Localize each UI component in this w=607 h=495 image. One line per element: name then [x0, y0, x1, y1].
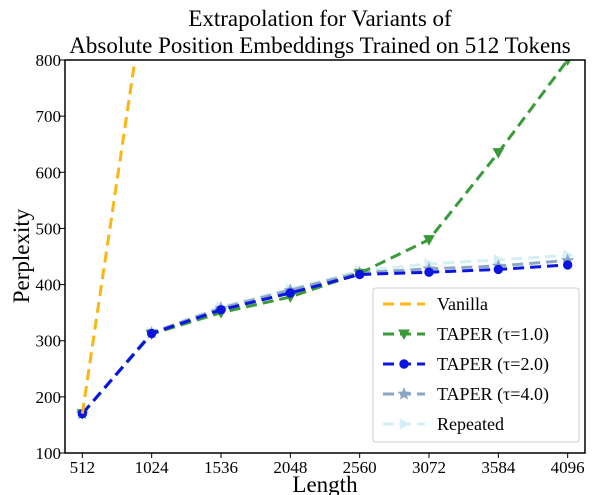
legend-label: Vanilla [437, 294, 488, 314]
series-1 [80, 60, 137, 414]
chart-title-line-2: Absolute Position Embeddings Trained on … [69, 33, 570, 58]
legend-marker [399, 418, 411, 430]
x-tick-label: 1024 [135, 458, 170, 477]
axis-ticks: 512 1024 1536 2048 2560 3072 3584 4096 100 200 300… [36, 51, 585, 477]
series-line [81, 253, 568, 415]
legend-item: Vanilla [383, 294, 488, 314]
plot-frame [64, 59, 586, 454]
legend-box [372, 287, 580, 443]
data-point [423, 235, 435, 246]
y-tick-label: 700 [36, 107, 62, 126]
series-3 [77, 260, 573, 419]
series-line [80, 60, 137, 414]
data-point [285, 288, 296, 298]
data-point [492, 148, 505, 159]
legend-label: TAPER (τ=1.0) [437, 324, 549, 345]
x-axis-label: Length [292, 472, 358, 495]
x-tick-label: 3072 [412, 458, 446, 477]
data-point [493, 264, 504, 275]
data-point [354, 269, 365, 280]
legend-marker [398, 329, 410, 341]
y-tick-label: 400 [36, 276, 62, 295]
series-line [81, 258, 568, 415]
x-tick-label: 4096 [551, 458, 585, 477]
y-tick-label: 100 [36, 444, 62, 463]
legend-item: Repeated [383, 414, 504, 434]
x-tick-label: 1536 [204, 458, 238, 477]
y-tick-label: 800 [36, 51, 62, 70]
series-line [81, 263, 568, 415]
x-tick-label: 512 [70, 458, 96, 477]
data-point [562, 260, 573, 270]
y-tick-label: 600 [36, 163, 62, 182]
legend-item: TAPER (τ=2.0) [383, 354, 549, 375]
data-point [146, 328, 157, 339]
legend: Vanilla TAPER (τ=1.0) TAPER (τ=2.0) TAPER (… [372, 287, 580, 443]
x-tick-label: 3584 [481, 458, 516, 477]
series-layer [75, 60, 575, 420]
x-tick-label: 2048 [273, 458, 307, 477]
y-tick-label: 500 [36, 219, 62, 238]
legend-items: Vanilla TAPER (τ=1.0) TAPER (τ=2.0) TAPER (… [383, 294, 549, 434]
x-tick-label: 2560 [343, 458, 377, 477]
legend-label: Repeated [437, 414, 504, 434]
legend-marker [399, 359, 409, 369]
legend-label: TAPER (τ=4.0) [437, 384, 549, 405]
legend-label: TAPER (τ=2.0) [437, 354, 549, 375]
y-axis-label: Perplexity [9, 208, 34, 303]
chart-title-line-1: Extrapolation for Variants of [188, 6, 452, 31]
legend-marker [397, 387, 411, 400]
legend-item: TAPER (τ=1.0) [383, 324, 549, 345]
y-tick-label: 200 [36, 388, 62, 407]
y-tick-label: 300 [36, 332, 62, 351]
data-point [424, 267, 434, 277]
legend-item: TAPER (τ=4.0) [383, 384, 549, 405]
data-point [216, 305, 226, 315]
